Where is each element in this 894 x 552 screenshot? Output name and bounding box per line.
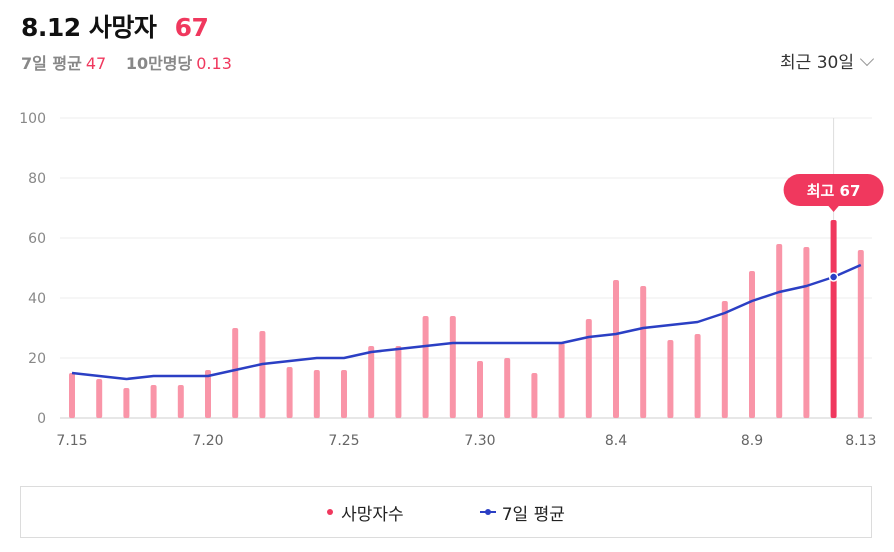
summary-stats: 7일 평균 47 10만명당 0.13 <box>21 50 232 74</box>
y-tick-label: 40 <box>28 291 46 307</box>
legend: 사망자수 7일 평균 <box>20 486 872 538</box>
bar <box>313 370 320 418</box>
bar <box>477 361 483 418</box>
bar <box>177 385 184 418</box>
bar <box>694 334 701 418</box>
bar <box>341 370 347 418</box>
legend-dot-icon <box>327 509 334 515</box>
bar <box>96 379 103 418</box>
x-tick-label: 8.13 <box>845 433 876 449</box>
chart: 0 20 40 60 80 100 7.15 7.20 7.25 7.30 8.4 8.9 8.13 최고… <box>19 111 884 449</box>
bar <box>259 331 266 418</box>
y-tick-label: 100 <box>19 111 46 127</box>
bar <box>504 358 511 418</box>
bar <box>123 388 130 418</box>
y-tick-label: 60 <box>28 231 46 247</box>
legend-line-icon <box>479 509 496 515</box>
per-label: 10만명당 <box>125 54 193 73</box>
x-tick-label: 7.25 <box>328 433 359 449</box>
avg-label: 7일 평균 <box>21 54 82 73</box>
bar <box>395 346 402 418</box>
bar <box>531 373 538 418</box>
tooltip-bubble <box>783 174 884 206</box>
legend-item-average[interactable]: 7일 평균 <box>479 500 565 525</box>
legend-label-deaths: 사망자수 <box>341 504 404 525</box>
average-line <box>71 263 862 381</box>
bar <box>368 346 375 418</box>
bar <box>69 373 75 418</box>
bar <box>613 280 619 418</box>
bar <box>776 244 783 418</box>
avg-value: 47 <box>85 54 107 73</box>
range-dropdown[interactable]: 최근 30일 <box>780 48 875 73</box>
bar <box>721 301 728 418</box>
bar <box>205 370 211 418</box>
x-tick-label: 8.4 <box>605 433 627 449</box>
legend-item-deaths[interactable]: 사망자수 <box>327 500 404 525</box>
bar <box>558 343 565 418</box>
tooltip-pointer <box>827 205 840 212</box>
legend-label-average: 7일 평균 <box>501 504 565 525</box>
bar <box>232 328 239 418</box>
per-value: 0.13 <box>196 54 232 73</box>
bar <box>749 271 755 418</box>
bar <box>150 385 157 418</box>
bar-highlight <box>830 220 837 418</box>
title-value: 67 <box>174 13 209 42</box>
bar <box>667 340 674 418</box>
page-title: 8.12 사망자 67 <box>21 8 209 44</box>
title-label: 사망자 <box>88 13 157 42</box>
y-tick-label: 80 <box>28 171 46 187</box>
bar <box>803 247 810 418</box>
x-tick-label: 7.20 <box>192 433 223 449</box>
bar <box>857 250 864 418</box>
bar <box>422 316 429 418</box>
x-tick-label: 7.15 <box>56 433 87 449</box>
average-point <box>828 272 839 282</box>
y-tick-label: 0 <box>37 411 46 427</box>
x-tick-label: 8.9 <box>741 433 763 449</box>
range-label: 최근 30일 <box>780 53 854 73</box>
bar <box>640 286 647 418</box>
bar <box>286 367 293 418</box>
bar <box>449 316 456 418</box>
x-tick-label: 7.30 <box>464 433 495 449</box>
bar <box>585 319 592 418</box>
title-date: 8.12 <box>21 13 81 42</box>
tooltip-text: 최고 67 <box>807 182 861 200</box>
y-tick-label: 20 <box>28 351 46 367</box>
